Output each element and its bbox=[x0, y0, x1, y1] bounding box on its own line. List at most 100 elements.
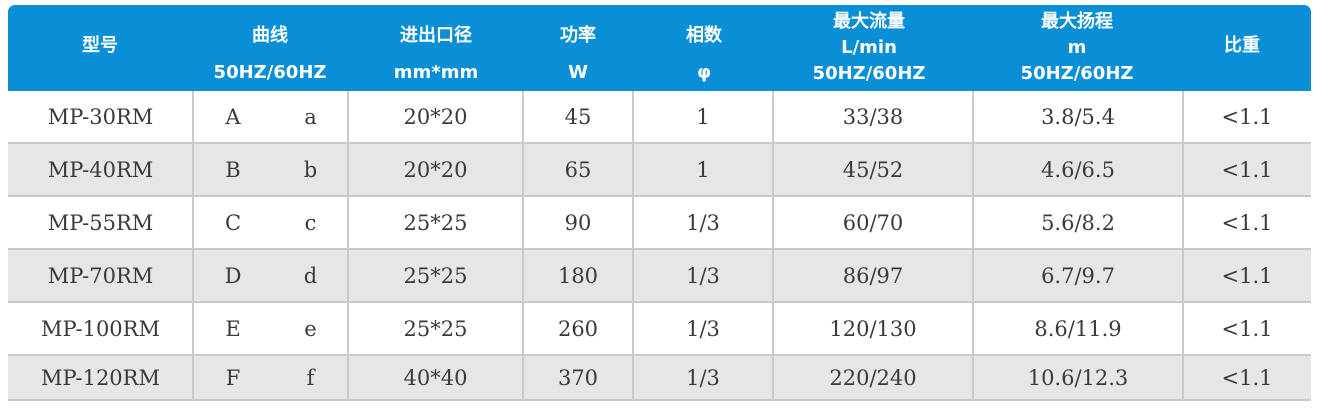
port-size-cell: 20*20 bbox=[403, 157, 468, 182]
header-model: 型号 bbox=[0, 5, 200, 91]
header-line: 比重 bbox=[1224, 35, 1260, 56]
column-divider bbox=[1182, 356, 1184, 399]
max-flow-cell: 60/70 bbox=[842, 210, 904, 235]
curve-60hz-cell: c bbox=[304, 210, 317, 235]
curve-50hz-cell: C bbox=[224, 210, 242, 235]
column-divider bbox=[772, 303, 774, 354]
header-max-flow: 最大流量 L/min 50HZ/60HZ bbox=[769, 5, 969, 91]
curve-60hz-cell: f bbox=[306, 365, 315, 390]
spec-table: 型号 曲线 50HZ/60HZ 进出口径 mm*mm 功率 W 相数 φ 最大流量 L/min 50H… bbox=[8, 5, 1311, 401]
column-divider bbox=[772, 356, 774, 399]
power-cell: 260 bbox=[557, 316, 599, 341]
specific-gravity-cell: <1.1 bbox=[1221, 263, 1273, 288]
column-divider bbox=[347, 250, 349, 301]
header-specific-gravity: 比重 bbox=[1142, 5, 1320, 91]
specific-gravity-cell: <1.1 bbox=[1221, 210, 1273, 235]
curve-60hz-cell: d bbox=[303, 263, 318, 288]
header-line: 功率 bbox=[560, 25, 596, 46]
header-line: 曲线 bbox=[252, 25, 288, 46]
column-divider bbox=[772, 91, 774, 142]
specific-gravity-cell: <1.1 bbox=[1221, 316, 1273, 341]
power-cell: 180 bbox=[557, 263, 599, 288]
specific-gravity-cell: <1.1 bbox=[1221, 365, 1273, 390]
column-divider bbox=[522, 303, 524, 354]
model-cell: MP-40RM bbox=[47, 157, 154, 182]
phase-cell: 1/3 bbox=[686, 210, 720, 235]
column-divider bbox=[347, 144, 349, 195]
header-line: W bbox=[568, 62, 588, 83]
max-head-cell: 8.6/11.9 bbox=[1034, 316, 1122, 341]
curve-50hz-cell: B bbox=[225, 157, 241, 182]
model-cell: MP-55RM bbox=[47, 210, 154, 235]
column-divider bbox=[1182, 144, 1184, 195]
column-divider bbox=[1182, 197, 1184, 248]
power-cell: 45 bbox=[564, 104, 592, 129]
header-line: m bbox=[1067, 37, 1087, 58]
column-divider bbox=[522, 356, 524, 399]
column-divider bbox=[632, 144, 634, 195]
column-divider bbox=[772, 250, 774, 301]
header-line: 最大扬程 bbox=[1041, 11, 1113, 32]
max-flow-cell: 45/52 bbox=[842, 157, 904, 182]
header-line: L/min bbox=[841, 37, 897, 58]
port-size-cell: 25*25 bbox=[403, 316, 468, 341]
header-port-size: 进出口径 mm*mm bbox=[336, 5, 536, 91]
phase-cell: 1 bbox=[696, 104, 710, 129]
column-divider bbox=[347, 91, 349, 142]
column-divider bbox=[1182, 91, 1184, 142]
column-divider bbox=[347, 197, 349, 248]
power-cell: 370 bbox=[557, 365, 599, 390]
port-size-cell: 25*25 bbox=[403, 210, 468, 235]
header-power: 功率 W bbox=[478, 5, 678, 91]
column-divider bbox=[632, 197, 634, 248]
column-divider bbox=[972, 356, 974, 399]
column-divider bbox=[192, 356, 194, 399]
column-divider bbox=[772, 144, 774, 195]
port-size-cell: 20*20 bbox=[403, 104, 468, 129]
column-divider bbox=[192, 91, 194, 142]
phase-cell: 1/3 bbox=[686, 365, 720, 390]
column-divider bbox=[632, 91, 634, 142]
specific-gravity-cell: <1.1 bbox=[1221, 104, 1273, 129]
curve-50hz-cell: A bbox=[225, 104, 241, 129]
column-divider bbox=[632, 303, 634, 354]
column-divider bbox=[772, 197, 774, 248]
model-cell: MP-120RM bbox=[41, 365, 160, 390]
header-line: 50HZ/60HZ bbox=[1020, 63, 1134, 84]
column-divider bbox=[1182, 250, 1184, 301]
column-divider bbox=[972, 144, 974, 195]
phase-cell: 1 bbox=[696, 157, 710, 182]
port-size-cell: 25*25 bbox=[403, 263, 468, 288]
max-head-cell: 3.8/5.4 bbox=[1041, 104, 1115, 129]
header-max-head: 最大扬程 m 50HZ/60HZ bbox=[977, 5, 1177, 91]
column-divider bbox=[632, 356, 634, 399]
model-cell: MP-70RM bbox=[47, 263, 154, 288]
column-divider bbox=[522, 197, 524, 248]
column-divider bbox=[972, 91, 974, 142]
column-divider bbox=[347, 356, 349, 399]
header-curve: 曲线 50HZ/60HZ bbox=[170, 5, 370, 91]
curve-50hz-cell: E bbox=[225, 316, 241, 341]
phase-cell: 1/3 bbox=[686, 316, 720, 341]
column-divider bbox=[972, 197, 974, 248]
power-cell: 90 bbox=[564, 210, 592, 235]
header-line: 50HZ/60HZ bbox=[812, 63, 926, 84]
column-divider bbox=[192, 250, 194, 301]
header-line: φ bbox=[696, 62, 712, 83]
column-divider bbox=[522, 144, 524, 195]
curve-60hz-cell: a bbox=[304, 104, 317, 129]
header-line: 进出口径 bbox=[400, 25, 472, 46]
curve-60hz-cell: b bbox=[303, 157, 318, 182]
header-line: mm*mm bbox=[393, 62, 479, 83]
specific-gravity-cell: <1.1 bbox=[1221, 157, 1273, 182]
max-head-cell: 6.7/9.7 bbox=[1041, 263, 1115, 288]
max-flow-cell: 86/97 bbox=[842, 263, 904, 288]
column-divider bbox=[522, 250, 524, 301]
port-size-cell: 40*40 bbox=[403, 365, 468, 390]
column-divider bbox=[347, 303, 349, 354]
